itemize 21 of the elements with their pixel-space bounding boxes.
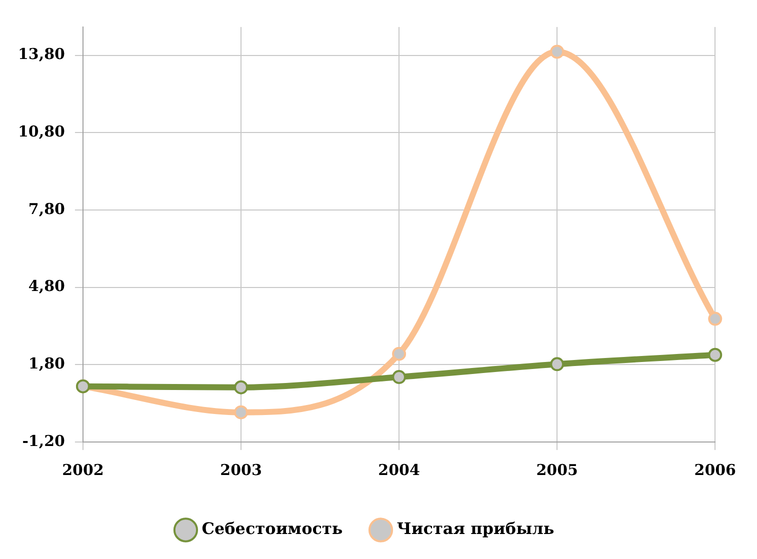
point (550, 357, 564, 372)
point (708, 312, 722, 326)
y-tick-label: 7,80 (28, 200, 65, 218)
point (392, 370, 406, 384)
x-tick-label: 2006 (694, 460, 736, 479)
point (392, 346, 406, 361)
point (234, 405, 248, 420)
legend-label: Себестоимость (202, 519, 343, 538)
y-tick-label: 1,80 (28, 354, 65, 373)
x-tick-label: 2002 (62, 460, 104, 479)
x-tick-label: 2005 (536, 460, 578, 479)
x-tick-label: 2004 (378, 460, 420, 479)
point (234, 380, 248, 394)
y-tick-label: -1,20 (22, 432, 65, 450)
legend-label: Чистая прибыль (396, 519, 554, 538)
y-tick-label: 13,80 (18, 45, 65, 64)
point (708, 348, 722, 362)
x-tick-label: 2003 (220, 460, 262, 479)
y-tick-label: 4,80 (28, 277, 65, 296)
y-tick-label: 10,80 (18, 122, 65, 141)
point (550, 44, 564, 59)
